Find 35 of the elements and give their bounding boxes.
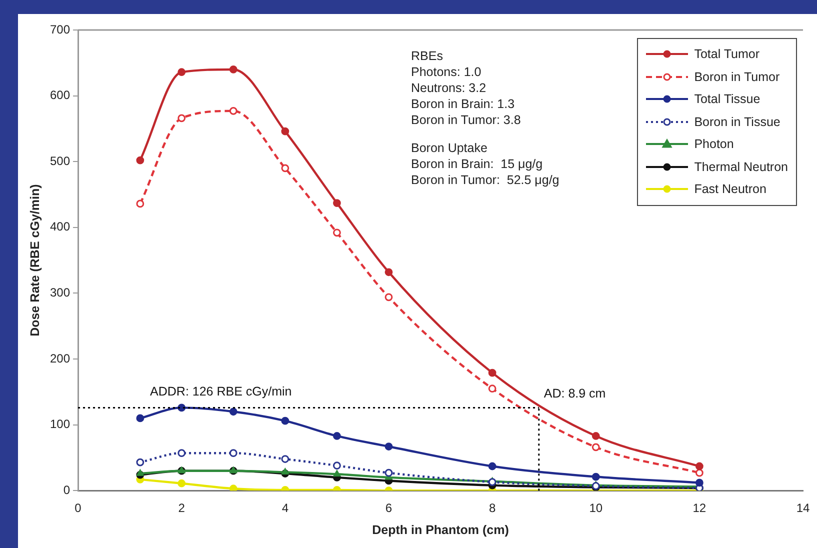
annotation: Neutrons: 3.2 xyxy=(411,80,488,96)
annotation: Boron in Brain: 15 μg/g xyxy=(411,156,544,172)
annotation: Boron in Brain: 1.3 xyxy=(411,96,516,112)
x-tick-label: 0 xyxy=(74,501,82,516)
x-tick-label: 4 xyxy=(282,501,289,516)
x-tick-label: 6 xyxy=(385,501,392,516)
y-tick-label: 600 xyxy=(50,88,70,102)
x-tick-label: 8 xyxy=(488,501,496,516)
ref-line-label: AD: 8.9 cm xyxy=(544,386,606,401)
y-tick-label: 700 xyxy=(50,22,70,36)
annotation: Boron in Tumor: 52.5 μg/g xyxy=(411,172,560,188)
annotation: Photons: 1.0 xyxy=(411,64,482,80)
annotation: Boron Uptake xyxy=(411,140,488,156)
legend-label: Thermal Neutron xyxy=(694,160,788,174)
y-axis-title: Dose Rate (RBE cGy/min) xyxy=(28,184,42,336)
y-tick-label: 400 xyxy=(50,220,70,234)
x-tick-label: 12 xyxy=(692,501,706,516)
y-tick-label: 0 xyxy=(63,482,70,497)
x-tick-label: 14 xyxy=(796,501,810,516)
x-tick-label: 2 xyxy=(178,501,186,516)
x-axis-title: Depth in Phantom (cm) xyxy=(372,522,509,537)
y-tick-label: 300 xyxy=(50,286,70,300)
legend-label: Photon xyxy=(694,137,734,152)
ref-line-label: ADDR: 126 RBE cGy/min xyxy=(150,384,292,399)
annotation: RBEs xyxy=(411,48,444,64)
legend-label: Fast Neutron xyxy=(694,182,766,196)
y-tick-label: 500 xyxy=(50,154,70,168)
y-tick-label: 100 xyxy=(50,417,70,432)
legend-label: Boron in Tissue xyxy=(694,114,780,129)
legend-label: Total Tumor xyxy=(694,47,760,62)
x-tick-label: 10 xyxy=(589,501,603,516)
legend-label: Boron in Tumor xyxy=(694,70,780,84)
legend-label: Total Tissue xyxy=(694,92,760,106)
y-tick-label: 200 xyxy=(50,351,70,366)
annotation: Boron in Tumor: 3.8 xyxy=(411,112,522,128)
